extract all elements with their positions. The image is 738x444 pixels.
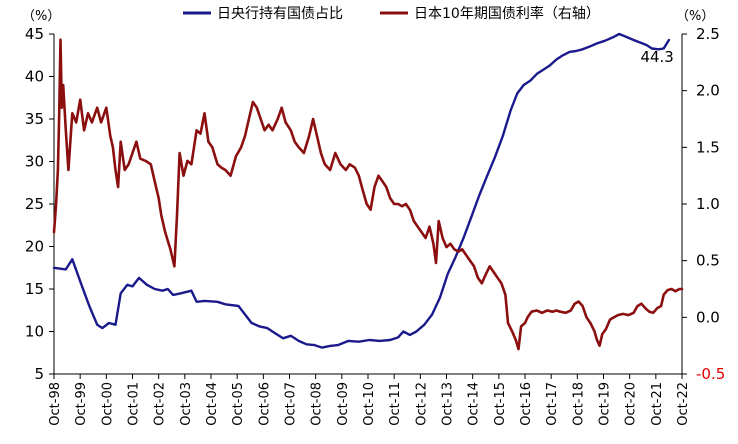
right-axis-unit-label: （%） <box>676 9 714 24</box>
x-tick-label: Oct-10 <box>362 382 377 426</box>
x-tick-label: Oct-19 <box>598 382 613 426</box>
x-tick-label: Oct-07 <box>284 382 299 426</box>
right-tick-label: -0.5 <box>696 365 725 383</box>
right-tick-label: 2.0 <box>696 82 720 100</box>
x-tick-label: Oct-01 <box>127 382 142 426</box>
x-tick-label: Oct-06 <box>257 382 272 426</box>
x-tick-label: Oct-02 <box>153 382 168 426</box>
x-tick-label: Oct-98 <box>48 382 63 426</box>
legend: 日央行持有国债占比 日本10年期国债利率（右轴） <box>183 5 600 22</box>
legend-label: 日央行持有国债占比 <box>217 6 343 22</box>
right-axis: （%） -0.5 0.0 0.5 1.0 1.5 2.0 2.5 <box>676 9 725 383</box>
legend-label: 日本10年期国债利率（右轴） <box>414 5 600 22</box>
x-tick-label: Oct-17 <box>545 382 560 426</box>
series-layer <box>52 32 684 351</box>
x-tick-label: Oct-11 <box>388 382 403 426</box>
x-tick-label: Oct-22 <box>676 382 691 426</box>
x-tick-label: Oct-05 <box>231 382 246 426</box>
x-tick-label: Oct-13 <box>441 382 456 426</box>
left-axis-unit-label: （%） <box>22 9 60 24</box>
right-tick-label: 0.5 <box>696 252 720 270</box>
x-tick-label: Oct-08 <box>310 382 325 426</box>
left-tick-label: 25 <box>25 195 44 213</box>
left-tick-label: 10 <box>25 323 44 341</box>
left-tick-label: 40 <box>25 68 44 86</box>
left-axis: （%） 5 10 15 20 25 30 35 40 45 <box>22 9 60 383</box>
annotations: 44.3 <box>640 48 673 66</box>
left-tick-label: 30 <box>25 153 44 171</box>
right-tick-label: 1.0 <box>696 195 720 213</box>
right-tick-label: 2.5 <box>696 25 720 43</box>
left-tick-label: 45 <box>25 25 44 43</box>
x-tick-label: Oct-16 <box>519 382 534 426</box>
x-axis: Oct-98 Oct-99 Oct-00 Oct-01 Oct-02 Oct-03 Oct-… <box>48 374 691 426</box>
right-tick-label: 1.5 <box>696 138 720 156</box>
x-tick-label: Oct-18 <box>571 382 586 426</box>
x-tick-label: Oct-14 <box>467 382 482 426</box>
left-tick-label: 35 <box>25 110 44 128</box>
left-tick-label: 20 <box>25 238 44 256</box>
x-tick-label: Oct-00 <box>100 382 115 426</box>
x-tick-label: Oct-12 <box>414 382 429 426</box>
x-tick-label: Oct-04 <box>205 382 220 426</box>
series-line-jgb-10y-yield <box>52 38 684 351</box>
x-tick-label: Oct-09 <box>336 382 351 426</box>
x-tick-label: Oct-99 <box>74 382 89 426</box>
x-tick-label: Oct-21 <box>650 382 665 426</box>
x-tick-label: Oct-03 <box>179 382 194 426</box>
left-tick-label: 15 <box>25 280 44 298</box>
x-tick-label: Oct-15 <box>493 382 508 426</box>
right-tick-label: 0.0 <box>696 308 720 326</box>
x-tick-label: Oct-20 <box>624 382 639 426</box>
end-value-annotation: 44.3 <box>640 48 673 66</box>
series-line-boj-holding-share <box>52 32 671 349</box>
left-tick-label: 5 <box>34 365 44 383</box>
